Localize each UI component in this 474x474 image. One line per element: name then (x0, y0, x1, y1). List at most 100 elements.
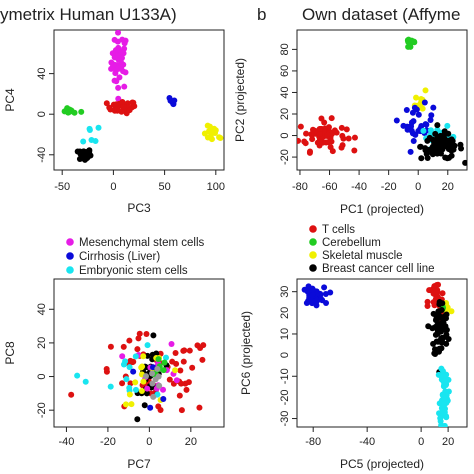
data-point-magenta (115, 84, 122, 91)
data-point-green (408, 37, 415, 44)
data-point-red (424, 298, 431, 305)
data-point-red (351, 147, 358, 154)
y-tick-label: 40 (36, 67, 48, 79)
legend-marker (66, 252, 74, 260)
legend-label: Skeletal muscle (322, 250, 403, 262)
legend-label: Cerebellum (322, 237, 381, 249)
data-point-cyan (435, 371, 442, 378)
data-point-magenta (111, 77, 118, 84)
data-point-red (119, 99, 126, 106)
y-tick-label: -10 (279, 368, 291, 384)
data-point-black (425, 323, 432, 330)
data-point-red (136, 330, 143, 337)
data-point-blue (321, 284, 328, 291)
data-point-blue (408, 127, 415, 134)
data-point-red (157, 406, 164, 413)
y-tick-label: 20 (36, 337, 48, 349)
legend-left: Mesenchymal stem cells Cirrhosis (Liver) E… (66, 237, 205, 277)
data-point-blue (308, 297, 315, 304)
data-point-magenta (144, 385, 151, 392)
data-point-magenta (168, 341, 175, 348)
data-point-red (316, 139, 323, 146)
data-point-magenta (111, 36, 118, 43)
data-point-cyan (437, 415, 444, 422)
data-point-blue (313, 297, 320, 304)
legend-label: Mesenchymal stem cells (79, 237, 205, 249)
data-point-red (424, 303, 431, 310)
data-point-black (438, 345, 445, 352)
x-tick-label: 0 (415, 181, 421, 193)
y-tick-label: -20 (36, 402, 48, 418)
data-point-yellow (422, 87, 429, 94)
data-point-grey (154, 365, 161, 372)
data-point-red (351, 134, 358, 141)
data-point-black (426, 146, 433, 153)
data-point-black (430, 340, 437, 347)
x-tick-label: -40 (351, 181, 367, 193)
data-point-green (65, 109, 72, 116)
data-point-black (429, 136, 436, 143)
x-tick-label: 50 (158, 181, 170, 193)
data-point-black (431, 346, 438, 353)
data-point-yellow (204, 134, 211, 141)
x-axis-label: PC5 (projected) (340, 457, 424, 471)
data-point-red (306, 149, 313, 156)
x-tick-label: -40 (58, 436, 74, 448)
data-point-cyan (107, 383, 114, 390)
x-tick-label: 0 (146, 436, 152, 448)
data-point-black (434, 146, 441, 153)
data-point-cyan (86, 126, 93, 133)
data-point-red (197, 344, 204, 351)
x-tick-label: 0 (110, 181, 116, 193)
data-point-red (143, 330, 150, 337)
data-point-yellow (132, 379, 139, 386)
data-point-black (150, 332, 157, 339)
data-point-cyan (120, 361, 127, 368)
data-point-black (418, 155, 425, 162)
data-point-grey (152, 376, 159, 383)
data-point-black (443, 311, 450, 318)
data-point-black (437, 321, 444, 328)
data-point-red (103, 100, 110, 107)
data-point-blue (430, 104, 437, 111)
data-point-cyan (82, 378, 89, 385)
data-point-red (309, 131, 316, 138)
data-point-red (185, 379, 192, 386)
data-point-black (433, 316, 440, 323)
data-point-red (124, 100, 131, 107)
data-point-black (81, 151, 88, 158)
data-point-red (103, 365, 110, 372)
y-tick-label: 0 (36, 111, 48, 117)
data-point-grey (149, 370, 156, 377)
y-tick-label: -20 (279, 389, 291, 405)
data-point-blue (313, 302, 320, 309)
data-point-green (407, 43, 414, 50)
data-point-blue (410, 138, 417, 145)
x-tick-label: -50 (54, 181, 70, 193)
data-point-yellow (204, 122, 211, 129)
plot-pc7-pc8: -40 -20 0 20 -20 0 20 40 PC7 PC8 (3, 278, 225, 471)
x-tick-label: -80 (292, 181, 308, 193)
data-point-magenta (112, 47, 119, 54)
data-point-cyan (74, 372, 81, 379)
x-tick-label: 0 (418, 436, 424, 448)
data-point-cyan (80, 138, 87, 145)
y-tick-label: 40 (279, 86, 291, 98)
y-tick-label: 0 (36, 373, 48, 379)
x-tick-label: 20 (442, 181, 454, 193)
x-axis-label: PC1 (projected) (340, 202, 424, 216)
data-point-red (426, 287, 433, 294)
data-point-red (131, 103, 138, 110)
y-tick-label: 60 (279, 65, 291, 77)
y-tick-label: 80 (279, 43, 291, 55)
data-point-yellow (172, 367, 179, 374)
data-point-red (328, 115, 335, 122)
data-point-cyan (441, 409, 448, 416)
x-axis-label: PC3 (127, 201, 151, 215)
data-point-black (443, 331, 450, 338)
data-point-red (316, 125, 323, 132)
data-point-red (340, 135, 347, 142)
data-point-cyan (163, 354, 170, 361)
plot-frame (53, 29, 225, 171)
